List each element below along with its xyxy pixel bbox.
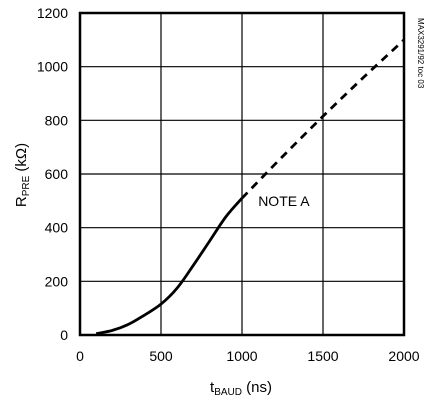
y-axis-title-sub: PRE (21, 175, 32, 196)
x-axis-title: tBAUD (ns) (210, 379, 272, 398)
y-tick-label: 600 (45, 166, 69, 182)
series-line-dashed (240, 38, 405, 200)
plot-frame (78, 11, 406, 337)
series-line-solid (95, 197, 244, 336)
x-axis-title-sub: BAUD (214, 387, 242, 398)
x-axis-title-main: t (210, 379, 215, 396)
y-tick-label: 1200 (37, 5, 68, 21)
x-tick-labels: 0 500 1000 1500 2000 (76, 348, 420, 364)
y-tick-label: 800 (45, 112, 69, 128)
y-tick-label: 200 (45, 273, 69, 289)
side-label: MAX3291/92 toc 03 (416, 18, 425, 89)
y-axis-title-main: R (13, 196, 30, 207)
annotation-note: NOTE A (258, 193, 310, 209)
y-axis-title: RPRE (kΩ) (13, 143, 32, 207)
y-tick-labels: 0 200 400 600 800 1000 1200 (37, 5, 68, 343)
annotations: NOTE A (258, 193, 310, 209)
y-tick-label: 1000 (37, 59, 68, 75)
grid-lines (80, 13, 404, 335)
y-tick-label: 400 (45, 220, 69, 236)
y-tick-label: 0 (60, 327, 68, 343)
x-axis-title-unit: (ns) (242, 379, 272, 396)
x-tick-label: 500 (149, 348, 173, 364)
data-series (95, 38, 405, 336)
y-axis-title-unit: (kΩ) (13, 143, 30, 176)
x-tick-label: 1500 (307, 348, 338, 364)
x-tick-label: 0 (76, 348, 84, 364)
x-tick-label: 2000 (388, 348, 419, 364)
x-tick-label: 1000 (226, 348, 257, 364)
